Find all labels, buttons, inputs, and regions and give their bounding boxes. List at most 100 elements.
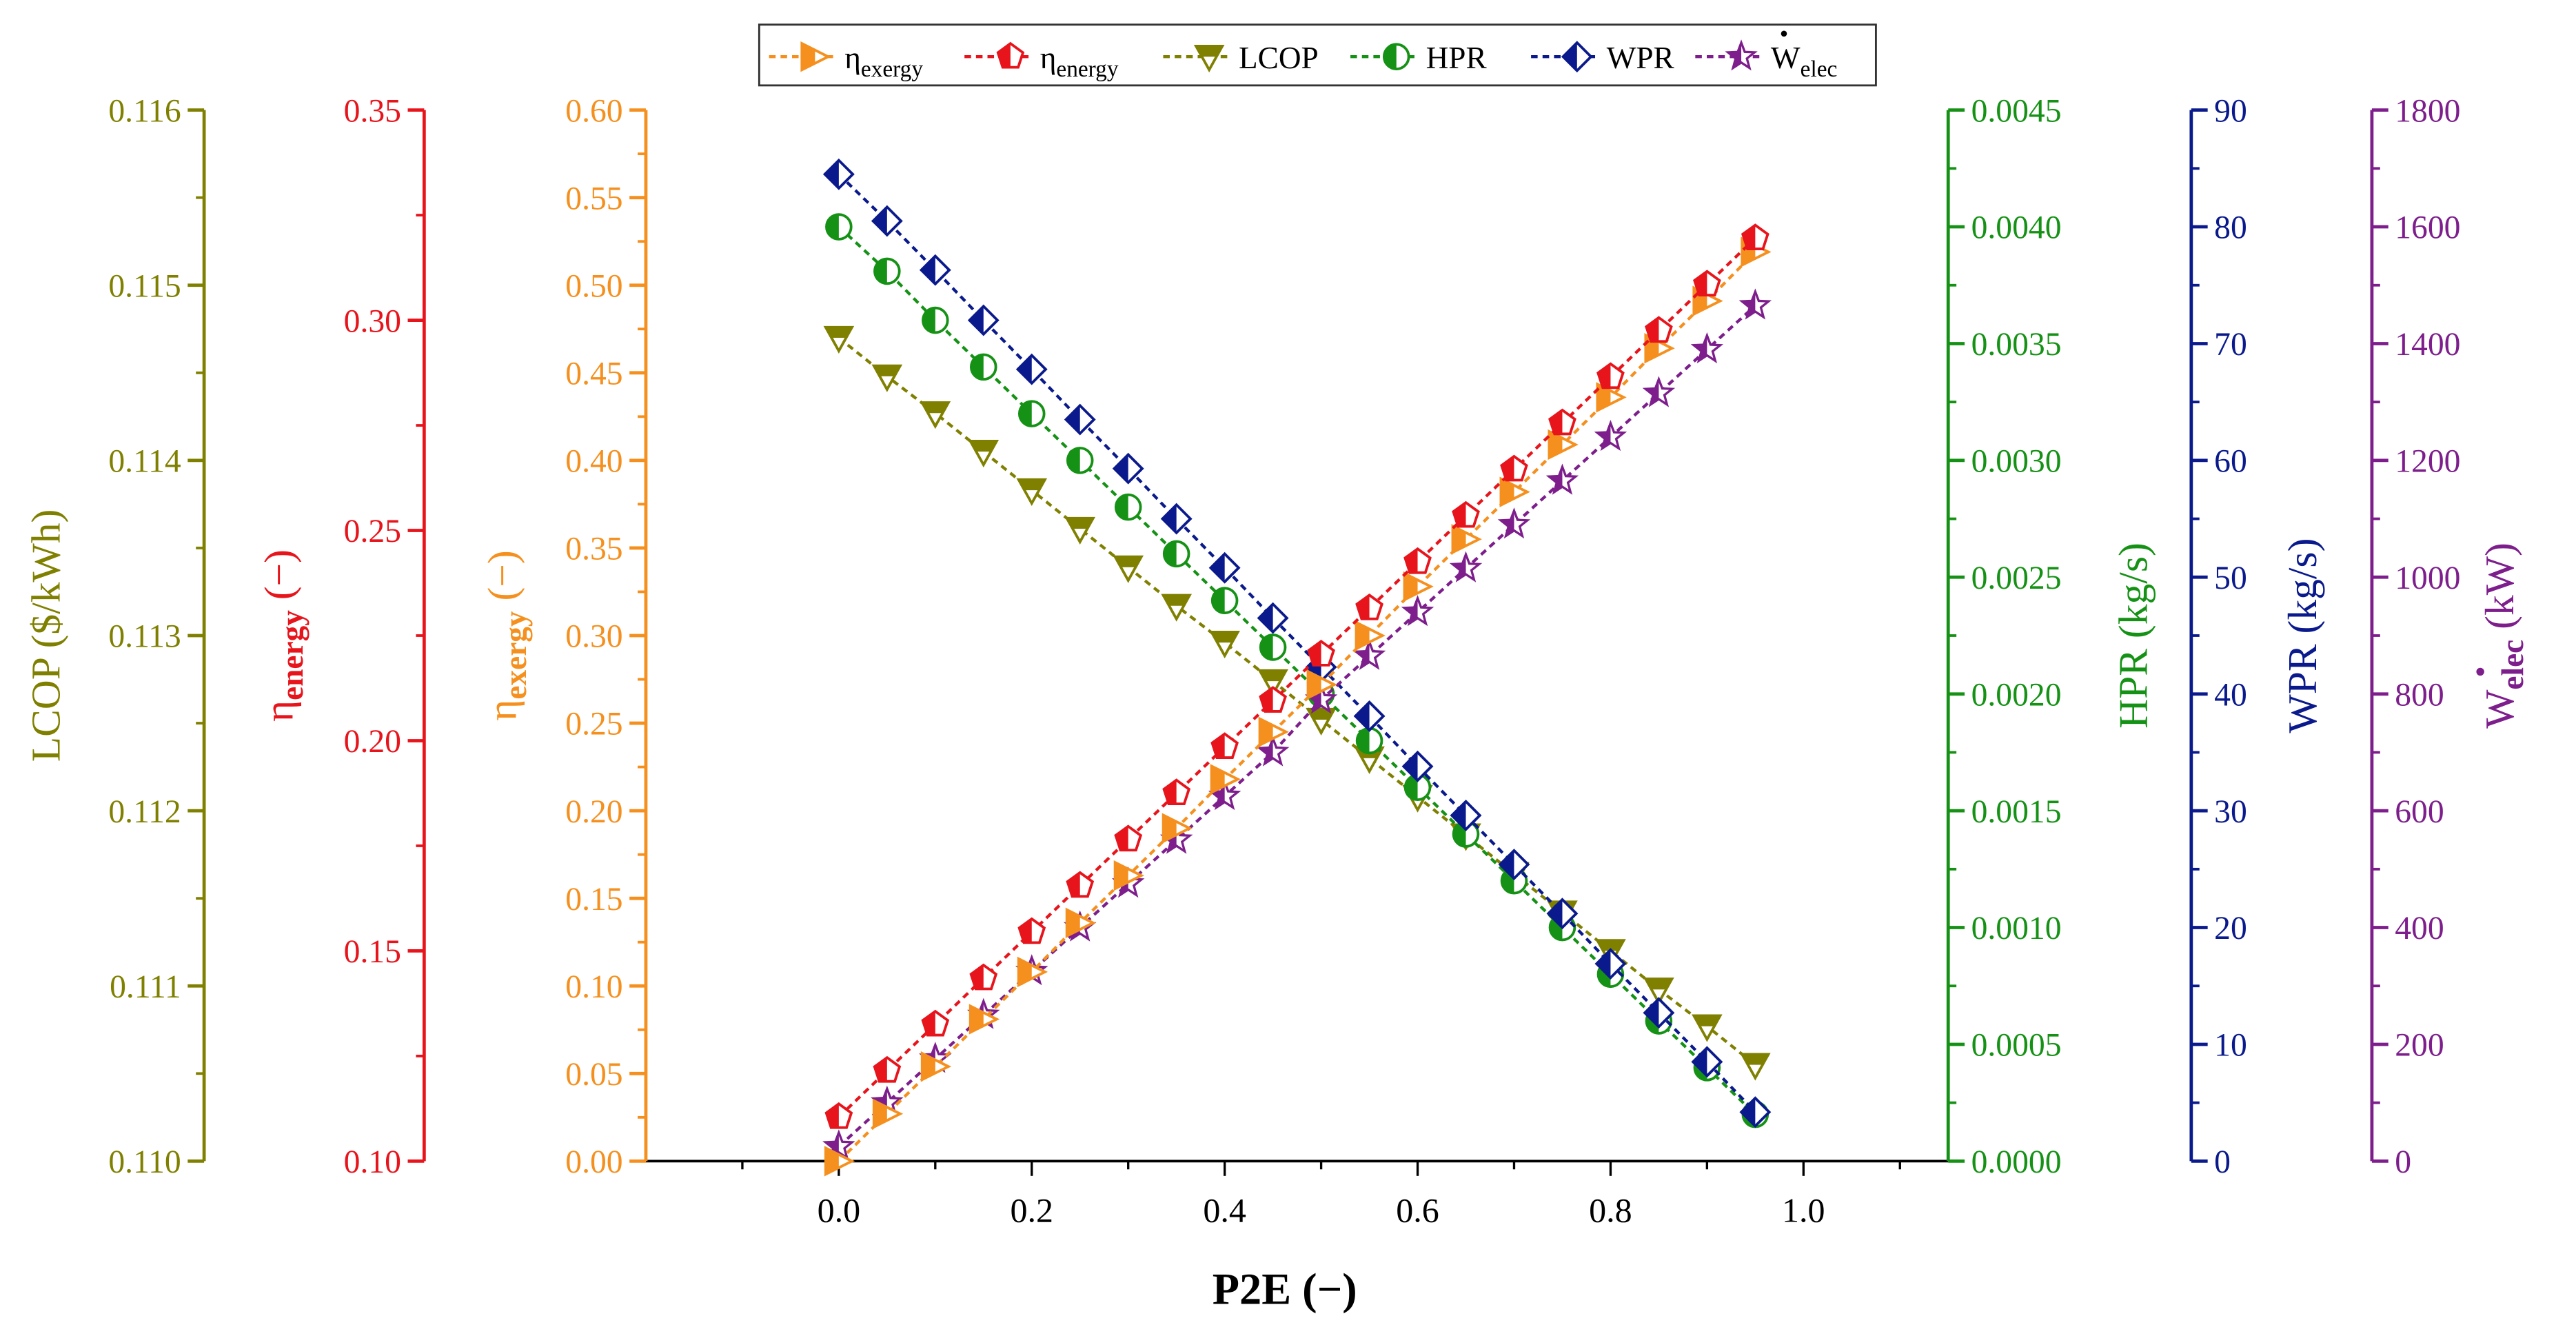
legend-label: ηexergy [844, 41, 923, 82]
y-axis-title-suffix: (−) [480, 550, 525, 611]
x-axis-title: P2E (−) [1213, 1265, 1357, 1314]
data-point [871, 364, 903, 392]
legend-entry-exergy: ηexergy [769, 41, 923, 82]
data-point [1257, 602, 1289, 634]
legend-label-sub: energy [1056, 57, 1118, 82]
data-point [1259, 686, 1287, 713]
y-axis-title-sub: elec [2495, 640, 2530, 690]
data-point [1307, 640, 1335, 667]
data-point [1210, 587, 1239, 614]
y-axis-title-sub: energy [275, 610, 310, 700]
legend-label: LCOP [1239, 41, 1319, 75]
legend-w-dot [1781, 30, 1787, 37]
data-point [1209, 631, 1240, 659]
legend-marker [1561, 41, 1593, 73]
y-tick-label: 0.35 [344, 93, 401, 129]
y-axis-title: ηenergy (−) [256, 549, 310, 722]
series-exergy [824, 236, 1772, 1177]
y-tick-label: 0.114 [108, 444, 181, 480]
legend-marker [1193, 45, 1225, 73]
data-point [1114, 493, 1142, 521]
data-point [1690, 332, 1724, 364]
y-tick-label: 0.116 [108, 93, 181, 129]
y-tick-label: 600 [2395, 794, 2444, 830]
x-tick-label: 0.0 [818, 1191, 861, 1230]
data-point [920, 401, 951, 429]
y-axis-title-suffix: (−) [256, 549, 302, 610]
data-point [1545, 463, 1579, 495]
w-dot-accent [2476, 667, 2484, 676]
data-point [1017, 956, 1048, 988]
data-point [873, 257, 901, 285]
y-tick-label: 40 [2214, 677, 2247, 713]
y-tick-label: 0.50 [565, 268, 622, 304]
data-point [822, 158, 855, 190]
series-welec [822, 288, 1772, 1161]
data-point [1692, 1014, 1723, 1042]
y-tick-label: 80 [2214, 210, 2247, 246]
legend-marker [1725, 39, 1758, 71]
axes-layer: 0.0 0.2 0.4 0.6 0.8 1.00.1100.1110.1120.1130.… [23, 93, 2530, 1229]
legend-entry-wpr: WPR [1531, 41, 1675, 75]
data-point [1401, 595, 1434, 627]
data-point [1352, 638, 1386, 670]
y-tick-label: 0.35 [565, 531, 622, 567]
data-point [1306, 669, 1337, 700]
y-axis-title-suffix: (kW) [2477, 543, 2522, 640]
data-point [1596, 382, 1627, 413]
y-axis-wpr: 0 10 20 30 40 50 60 70 80 90 WPR (kg/s) [2189, 93, 2325, 1180]
data-point [1451, 524, 1482, 555]
y-axis-title-main: LCOP ($/kWh) [23, 509, 68, 762]
data-point [1064, 516, 1096, 545]
legend-entry-hpr: HPR [1350, 41, 1487, 75]
y-tick-label: 0.0010 [1971, 911, 2062, 946]
y-tick-label: 10 [2214, 1028, 2247, 1064]
data-point [919, 254, 951, 286]
y-axis-title-sub: exergy [498, 611, 533, 700]
legend-label-sub: exergy [861, 57, 923, 82]
data-point [1064, 403, 1096, 436]
data-point [968, 1004, 1000, 1035]
data-point [1258, 716, 1289, 747]
x-tick-label: 0.8 [1589, 1191, 1632, 1230]
legend-marker [800, 41, 831, 72]
x-tick-label: 0.6 [1396, 1191, 1439, 1230]
data-point [1066, 447, 1094, 474]
y-tick-label: 0.40 [565, 444, 622, 480]
y-tick-label: 70 [2214, 327, 2247, 363]
y-tick-label: 0.0030 [1971, 444, 2062, 480]
y-tick-label: 90 [2214, 93, 2247, 129]
legend-label: Welec [1771, 41, 1837, 82]
y-tick-label: 0.00 [565, 1144, 622, 1180]
data-point [1546, 898, 1579, 930]
series-energy [824, 223, 1769, 1129]
y-tick-label: 30 [2214, 794, 2247, 830]
series-layer [822, 158, 1772, 1177]
data-point [1693, 270, 1721, 297]
data-point [969, 963, 998, 991]
y-tick-label: 0.0005 [1971, 1028, 2062, 1064]
data-point [1355, 620, 1386, 651]
data-point [1498, 849, 1530, 881]
y-tick-label: 0.0020 [1971, 677, 2062, 713]
legend-label: WPR [1607, 41, 1675, 75]
y-axis-title-main: W [2477, 689, 2522, 729]
y-tick-label: 800 [2395, 677, 2444, 713]
data-point [921, 1009, 950, 1037]
data-point [1691, 1046, 1723, 1078]
y-tick-label: 0.0000 [1971, 1144, 2062, 1180]
y-axis-title: ηexergy (−) [480, 550, 533, 720]
y-tick-label: 0.55 [565, 181, 622, 216]
data-point [824, 1102, 853, 1129]
data-point [1112, 452, 1144, 485]
data-point [1500, 454, 1528, 482]
data-point [1306, 707, 1337, 736]
data-point [1548, 429, 1579, 460]
legend-box [758, 23, 1877, 87]
y-tick-label: 60 [2214, 444, 2247, 480]
series-hpr [825, 213, 1769, 1128]
data-point [1162, 540, 1190, 568]
y-axis-hpr: 0.0000 0.0005 0.0010 0.0015 0.0020 0.0025 0.00… [1946, 93, 2156, 1180]
y-tick-label: 0.15 [344, 934, 401, 970]
